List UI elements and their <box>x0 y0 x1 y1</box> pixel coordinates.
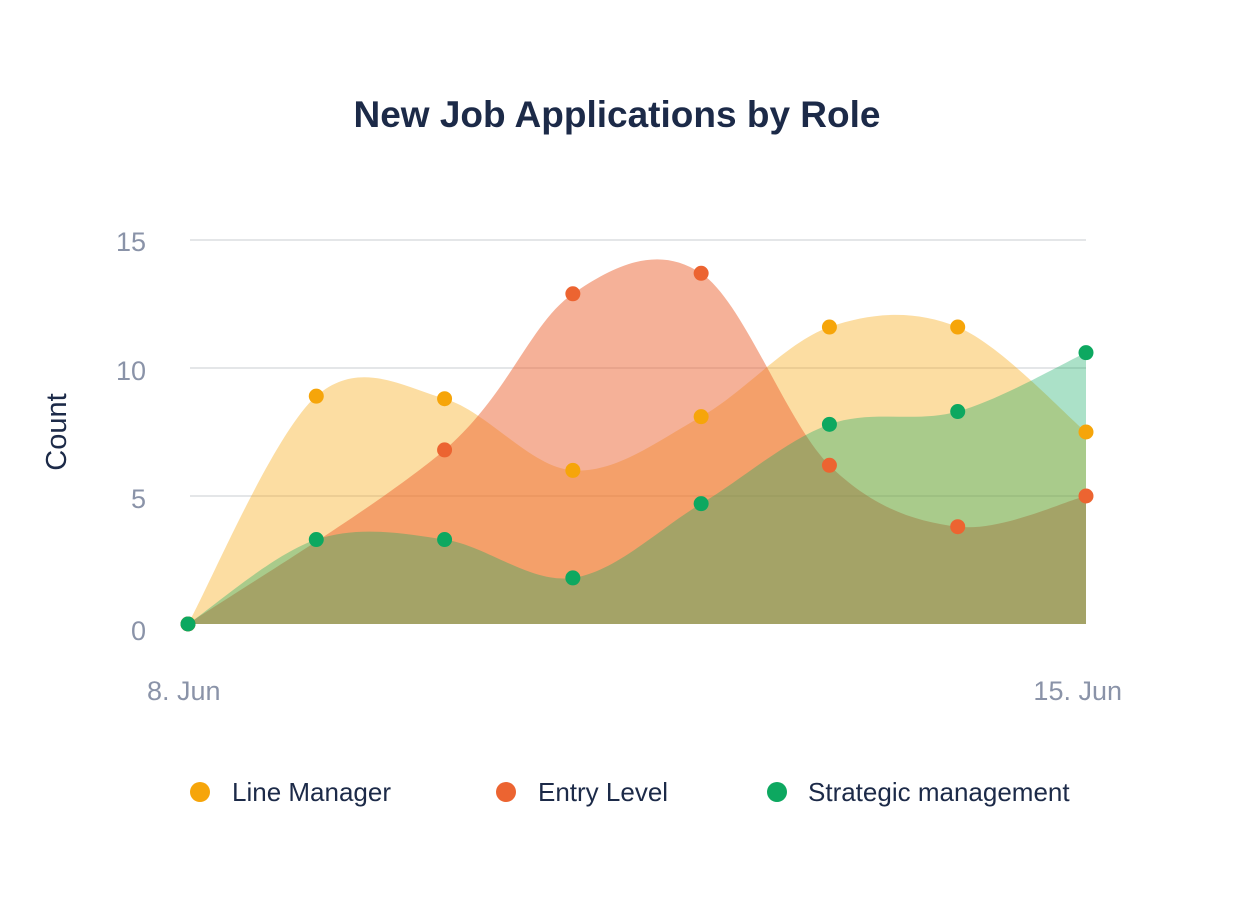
point-strategic-management-0[interactable] <box>180 616 196 632</box>
legend-item-strategic-management[interactable]: Strategic management <box>767 777 1070 807</box>
point-strategic-management-1[interactable] <box>308 532 324 548</box>
chart-title: New Job Applications by Role <box>354 94 881 135</box>
point-entry-level-6[interactable] <box>950 519 966 535</box>
x-tick-label-start: 8. Jun <box>147 676 221 706</box>
legend-item-entry-level[interactable]: Entry Level <box>496 777 668 807</box>
legend-label-strategic-management: Strategic management <box>808 777 1070 807</box>
point-line-manager-4[interactable] <box>693 409 709 425</box>
point-strategic-management-3[interactable] <box>565 570 581 586</box>
point-entry-level-3[interactable] <box>565 286 581 302</box>
point-line-manager-5[interactable] <box>821 319 837 335</box>
point-entry-level-4[interactable] <box>693 265 709 281</box>
area-strategic-management <box>188 352 1086 624</box>
legend-marker-line-manager <box>190 782 210 802</box>
series-points <box>180 265 1094 632</box>
legend-label-line-manager: Line Manager <box>232 777 391 807</box>
point-strategic-management-6[interactable] <box>950 404 966 420</box>
point-line-manager-6[interactable] <box>950 319 966 335</box>
point-strategic-management-4[interactable] <box>693 496 709 512</box>
legend-marker-entry-level <box>496 782 516 802</box>
area-entry-level <box>188 259 1086 624</box>
point-line-manager-2[interactable] <box>437 391 453 407</box>
point-strategic-management-5[interactable] <box>821 416 837 432</box>
point-entry-level-5[interactable] <box>821 457 837 473</box>
y-axis-label: Count <box>41 393 73 470</box>
point-strategic-management-2[interactable] <box>437 532 453 548</box>
point-line-manager-3[interactable] <box>565 462 581 478</box>
legend-marker-strategic-management <box>767 782 787 802</box>
point-entry-level-7[interactable] <box>1078 488 1094 504</box>
point-line-manager-7[interactable] <box>1078 424 1094 440</box>
y-tick-label-10: 10 <box>116 356 146 386</box>
point-line-manager-1[interactable] <box>308 388 324 404</box>
legend: Line Manager Entry Level Strategic manag… <box>190 777 1070 807</box>
y-tick-label-0: 0 <box>131 616 146 646</box>
legend-item-line-manager[interactable]: Line Manager <box>190 777 391 807</box>
y-tick-label-15: 15 <box>116 227 146 257</box>
x-tick-label-end: 15. Jun <box>1033 676 1122 706</box>
point-strategic-management-7[interactable] <box>1078 345 1094 361</box>
point-entry-level-2[interactable] <box>437 442 453 458</box>
y-tick-label-5: 5 <box>131 484 146 514</box>
series-areas <box>188 259 1086 624</box>
legend-label-entry-level: Entry Level <box>538 777 668 807</box>
